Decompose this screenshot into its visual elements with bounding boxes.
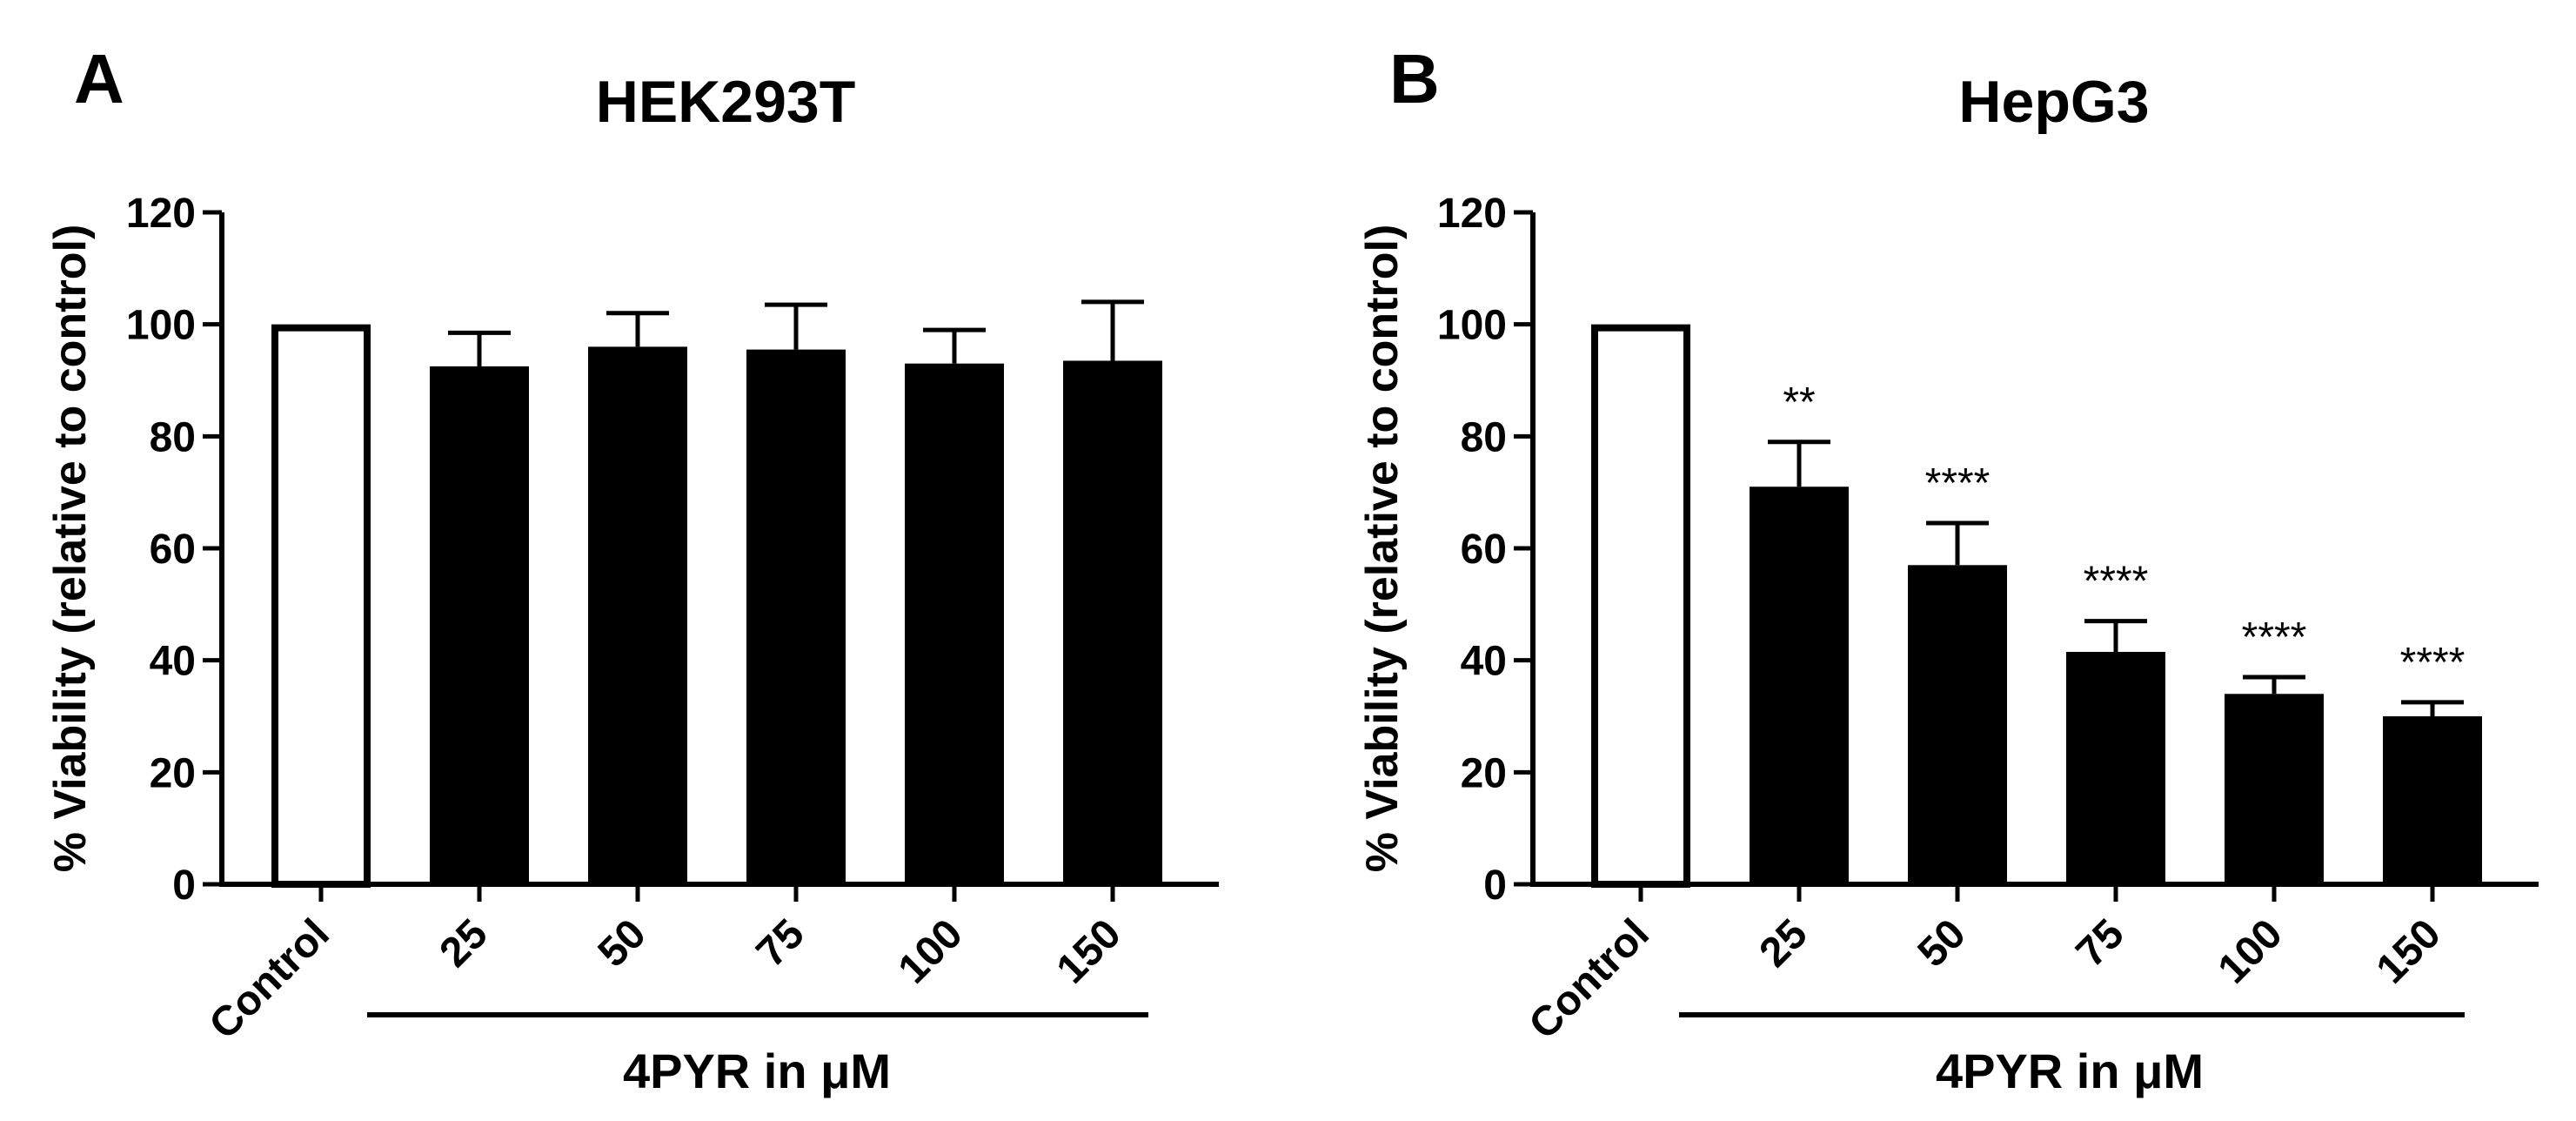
significance-label: **** [1925, 460, 1991, 507]
y-tick-label: 120 [126, 191, 196, 237]
significance-label: **** [2400, 640, 2466, 686]
panel-letter: B [1389, 40, 1440, 117]
y-tick-label: 80 [1461, 414, 1507, 460]
bar [905, 363, 1004, 884]
chart-title: HepG3 [1958, 69, 2149, 135]
x-tick-label: 150 [1048, 910, 1130, 992]
y-tick-label: 80 [150, 414, 196, 460]
bar [1063, 360, 1162, 884]
y-tick-label: 20 [1461, 750, 1507, 796]
x-tick-label: 50 [1910, 910, 1975, 976]
y-tick-label: 60 [1461, 527, 1507, 573]
bar-control [271, 324, 371, 888]
chart-title: HEK293T [596, 69, 856, 135]
x-tick-label: 100 [890, 910, 972, 992]
x-tick-label: 150 [2368, 910, 2450, 992]
y-tick-label: 40 [150, 639, 196, 685]
bar [1750, 487, 1849, 884]
bar [430, 366, 529, 885]
panel-letter: A [74, 40, 124, 117]
bar [588, 346, 687, 884]
y-tick-label: 0 [172, 863, 196, 909]
x-tick-label: 25 [432, 910, 497, 976]
x-tick-label: 25 [1751, 910, 1817, 976]
y-tick-label: 20 [150, 750, 196, 796]
bar [1908, 565, 2007, 884]
x-axis-label: 4PYR in μM [1936, 1044, 2204, 1098]
x-tick-label: 75 [748, 910, 813, 976]
x-tick-label: Control [201, 910, 338, 1048]
chart-panel-b: B HepG3 % Viability (relative to control) 0… [1357, 40, 2539, 1098]
significance-label: ** [1783, 379, 1815, 426]
x-tick-label: 100 [2210, 910, 2292, 992]
x-tick-label: 50 [590, 910, 655, 976]
significance-label: **** [2084, 559, 2149, 605]
y-tick-label: 40 [1461, 639, 1507, 685]
y-tick-label: 120 [1437, 191, 1507, 237]
chart-panel-a: A HEK293T % Viability (relative to control… [45, 40, 1219, 1098]
y-axis-label: % Viability (relative to control) [1357, 225, 1408, 873]
y-tick-label: 100 [126, 303, 196, 349]
x-tick-label: Control [1521, 910, 1658, 1048]
y-tick-label: 100 [1437, 303, 1507, 349]
x-tick-label: 75 [2068, 910, 2133, 976]
bar-control [1591, 324, 1690, 888]
y-tick-label: 60 [150, 527, 196, 573]
bar [2066, 652, 2165, 884]
bar [2225, 694, 2324, 884]
bar [2383, 716, 2482, 884]
significance-label: **** [2242, 614, 2307, 661]
x-axis-label: 4PYR in μM [623, 1044, 891, 1098]
y-axis-label: % Viability (relative to control) [45, 225, 96, 873]
bar [746, 349, 846, 884]
y-tick-label: 0 [1483, 863, 1507, 909]
